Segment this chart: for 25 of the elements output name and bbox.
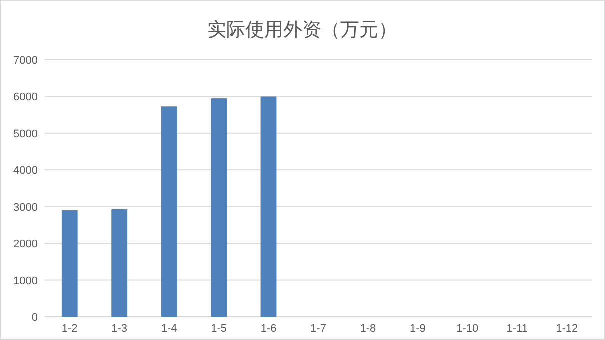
- x-tick-label: 1-8: [360, 323, 376, 335]
- x-tick-label: 1-6: [260, 323, 277, 335]
- x-tick-label: 1-12: [556, 323, 578, 335]
- y-tick-label: 7000: [14, 55, 38, 67]
- y-tick-label: 6000: [14, 92, 38, 104]
- y-tick-label: 1000: [14, 275, 38, 288]
- y-tick-label: 4000: [14, 165, 38, 178]
- x-tick-label: 1-2: [62, 323, 78, 335]
- x-tick-label: 1-10: [456, 323, 479, 335]
- bar: [62, 210, 78, 317]
- bar: [260, 96, 277, 317]
- bar: [112, 209, 128, 317]
- y-tick-label: 3000: [14, 202, 38, 214]
- x-tick-label: 1-9: [410, 323, 426, 335]
- x-tick-label: 1-4: [161, 323, 178, 335]
- chart-title: 实际使用外资（万元）: [208, 19, 398, 41]
- y-tick-label: 5000: [14, 128, 38, 140]
- x-tick-label: 1-11: [506, 323, 528, 335]
- x-tick-label: 1-5: [211, 323, 227, 335]
- y-tick-label: 0: [32, 312, 38, 324]
- bar: [161, 106, 178, 317]
- x-tick-label: 1-3: [112, 323, 128, 335]
- y-tick-label: 2000: [14, 238, 38, 251]
- x-tick-label: 1-7: [310, 323, 326, 335]
- bar: [211, 98, 227, 317]
